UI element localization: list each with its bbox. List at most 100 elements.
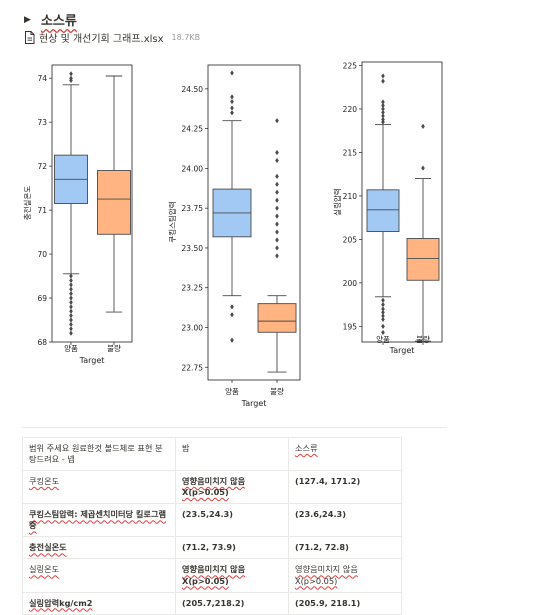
outlier-point [381, 119, 385, 125]
toggle-triangle-icon[interactable]: ▶ [24, 14, 31, 25]
table-cell[interactable]: 쿠킹온도 [22, 470, 176, 505]
outlier-point [275, 173, 279, 179]
outlier-point [69, 273, 73, 279]
outlier-point [381, 102, 385, 109]
outlier-point [230, 110, 234, 116]
outlier-point [275, 245, 279, 251]
x-tick-label: 양품 [225, 387, 239, 396]
y-tick-label: 215 [343, 148, 358, 157]
table-row: 범위 주세요 원료한것 볼드체로 표현 분탕드려요 - 넵 밤 소스류 [22, 436, 402, 472]
outlier-point [421, 165, 425, 171]
outlier-point [275, 149, 279, 156]
outlier-point [69, 299, 73, 306]
outlier-point [275, 237, 279, 243]
table-row: 충전실온도 (71.2, 73.9) (71.2, 72.8) [22, 536, 402, 560]
table-cell[interactable]: 실링온도 [22, 558, 176, 593]
y-tick-label: 72 [37, 162, 47, 171]
x-axis-label: Target [241, 399, 267, 408]
y-tick-label: 200 [343, 279, 358, 288]
outlier-point [69, 291, 73, 297]
outlier-point [275, 189, 279, 195]
y-tick-label: 68 [37, 338, 47, 347]
file-name[interactable]: 현상 및 개선기회 그래프.xlsx [39, 34, 164, 45]
outlier-point [275, 181, 279, 187]
table-cell[interactable]: (71.2, 73.9) [175, 536, 289, 560]
outlier-point [275, 221, 279, 227]
table-cell[interactable]: (205.9, 218.1) [288, 591, 402, 615]
outlier-point [381, 116, 385, 122]
outlier-point [421, 123, 425, 129]
x-axis-label: Target [389, 346, 415, 355]
y-tick-label: 195 [343, 322, 358, 331]
outlier-point [230, 312, 234, 318]
outlier-point [381, 313, 385, 319]
y-tick-label: 24.50 [182, 85, 204, 94]
outlier-point [69, 330, 73, 336]
table-cell[interactable]: (23.5,24.3) [175, 503, 289, 538]
y-tick-label: 23.00 [182, 324, 204, 333]
outlier-point [381, 78, 385, 84]
y-tick-label: 23.25 [182, 284, 204, 293]
table-cell[interactable]: 실링압력kg/cm2 [22, 591, 176, 615]
table-cell[interactable]: 소스류 [288, 436, 402, 472]
y-axis-label: 쿠킹스팀압력 [167, 201, 177, 242]
table-cell[interactable]: 밤 [175, 436, 289, 472]
y-tick-label: 73 [37, 118, 47, 127]
file-size: 18.7KB [171, 33, 201, 42]
plot-frame [51, 64, 133, 343]
table-cell[interactable]: (205.7,218.2) [175, 591, 289, 615]
table-cell[interactable]: 쿠킹스팀압력: 제곱센치미터당 킬로그램중 [22, 503, 176, 538]
comparison-table: 범위 주세요 원료한것 볼드체로 표현 분탕드려요 - 넵 밤 소스류 쿠킹온도… [22, 436, 402, 615]
x-tick-label: 양품 [376, 335, 390, 344]
table-cell[interactable]: 범위 주세요 원료한것 볼드체로 표현 분탕드려요 - 넵 [22, 436, 176, 472]
y-tick-label: 71 [37, 206, 47, 215]
outlier-point [381, 99, 385, 105]
outlier-point [69, 277, 73, 284]
outlier-point [230, 94, 234, 100]
outlier-point [69, 317, 73, 323]
outlier-point [69, 286, 73, 292]
y-tick-label: 24.00 [182, 164, 204, 173]
outlier-point [230, 105, 234, 111]
y-axis-label: 충전실온도 [22, 186, 32, 221]
outlier-point [275, 229, 279, 235]
outlier-point [275, 118, 279, 124]
y-tick-label: 23.50 [182, 244, 204, 253]
outlier-point [381, 302, 385, 308]
y-tick-label: 23.75 [182, 204, 204, 213]
outlier-point [381, 306, 385, 312]
outlier-point [69, 308, 73, 314]
outlier-point [381, 297, 385, 303]
y-tick-label: 22.75 [182, 363, 204, 372]
outlier-point [381, 309, 385, 316]
y-tick-label: 69 [37, 294, 47, 303]
y-tick-label: 225 [343, 61, 358, 70]
box [257, 303, 297, 333]
outlier-point [381, 329, 385, 336]
outlier-point [275, 205, 279, 211]
table-cell[interactable]: (127.4, 171.2) [288, 470, 402, 505]
outlier-point [275, 157, 279, 164]
y-tick-label: 24.25 [182, 125, 204, 134]
outlier-point [275, 197, 279, 203]
table-cell[interactable]: 영향음미치지 않음X(p>0.05) [175, 558, 289, 593]
outlier-point [230, 304, 234, 310]
table-cell[interactable]: 영향음미치지 않음X(p>0.05) [175, 470, 289, 505]
outlier-point [381, 106, 385, 112]
outlier-point [381, 73, 385, 79]
table-cell[interactable]: 충전실온도 [22, 536, 176, 560]
table-cell[interactable]: 영향음미치지 않음X(p>0.05) [288, 558, 402, 593]
outlier-point [230, 70, 234, 76]
outlier-point [381, 316, 385, 322]
x-tick-label: 불량 [107, 344, 121, 353]
file-attachment[interactable]: 현상 및 개선기회 그래프.xlsx 18.7KB [24, 30, 200, 45]
outlier-point [230, 98, 234, 105]
table-cell[interactable]: (71.2, 72.8) [288, 536, 402, 560]
outlier-point [69, 326, 73, 332]
table-cell[interactable]: (23.6,24.3) [288, 503, 402, 538]
toggle-block[interactable]: ▶ 소스류 [24, 10, 77, 29]
outlier-point [69, 304, 73, 310]
x-axis-label: Target [79, 356, 105, 365]
y-tick-label: 220 [343, 105, 358, 114]
